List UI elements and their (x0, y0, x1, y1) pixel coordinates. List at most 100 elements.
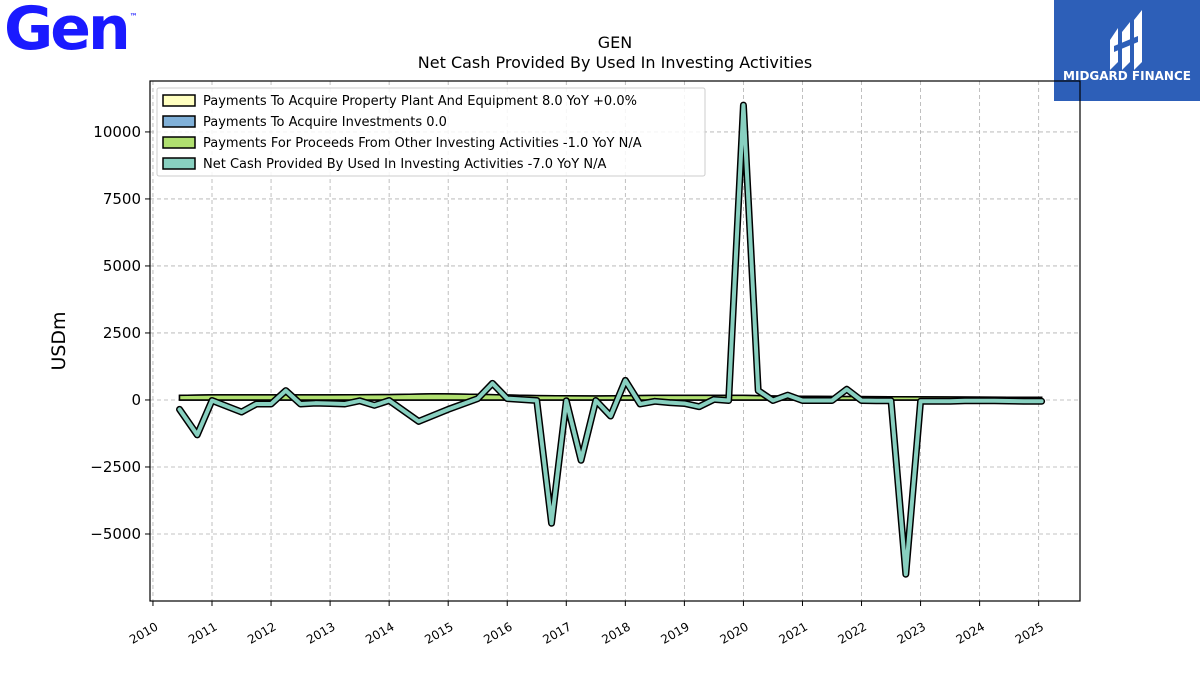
y-tick-label: 10000 (93, 123, 141, 141)
x-tick-label: 2025 (1013, 619, 1046, 646)
x-tick-label: 2023 (895, 619, 928, 646)
trademark-mark: ™ (129, 12, 138, 21)
data-point (845, 388, 848, 391)
y-axis-label: USDm (48, 311, 70, 370)
data-point (446, 408, 450, 411)
y-tick-label: −5000 (90, 525, 141, 543)
data-point (756, 389, 760, 392)
data-point (624, 379, 627, 382)
midgard-finance-logo: MIDGARD FINANCE (1054, 0, 1200, 101)
data-point (240, 410, 243, 414)
legend-label-ppe: Payments To Acquire Property Plant And E… (203, 94, 637, 109)
plot-frame (149, 80, 1081, 602)
data-point (328, 402, 332, 405)
x-tick-label: 2014 (363, 619, 396, 646)
legend-swatch-ppe (162, 94, 196, 107)
chart-subtitle: Net Cash Provided By Used In Investing A… (418, 53, 812, 72)
data-point (609, 414, 612, 418)
gen-logo: Gen ™ (4, 0, 138, 64)
data-point (196, 433, 199, 437)
x-tick-label: 2017 (540, 619, 573, 646)
data-point (594, 399, 598, 402)
data-point (210, 399, 214, 402)
series-line-net (177, 103, 1044, 577)
data-point (978, 399, 981, 402)
data-point (948, 400, 952, 403)
x-tick-label: 2016 (481, 619, 514, 646)
data-point (889, 399, 893, 402)
data-point (727, 399, 730, 402)
data-point (417, 420, 420, 423)
gen-logo-text: Gen (4, 0, 131, 64)
data-point (314, 401, 317, 405)
data-point (993, 399, 996, 402)
data-point (653, 400, 657, 403)
data-point (697, 405, 701, 408)
x-tick-label: 2013 (304, 619, 337, 646)
data-point (771, 399, 775, 402)
data-point (816, 399, 819, 402)
x-tick-label: 2018 (599, 619, 632, 646)
legend-swatch-investments (162, 115, 196, 128)
data-point (535, 399, 538, 402)
data-point (373, 404, 376, 407)
legend: Payments To Acquire Property Plant And E… (156, 87, 706, 177)
data-point (550, 522, 553, 525)
x-axis: 2010 2011 2012 2013 2014 2015 2016 2017 2018 2019… (127, 601, 1046, 647)
legend-label-other: Payments For Proceeds From Other Investi… (203, 136, 642, 151)
series-layer (176, 101, 1046, 578)
data-point (742, 103, 745, 107)
data-point (579, 459, 583, 462)
y-tick-label: 7500 (103, 190, 141, 208)
legend-box (156, 87, 706, 177)
data-point (801, 399, 804, 402)
data-point (830, 399, 834, 402)
data-point (712, 398, 716, 401)
x-tick-label: 2015 (422, 619, 455, 646)
data-point (178, 408, 181, 411)
chart-title: GEN (598, 33, 632, 52)
data-point (284, 389, 288, 392)
data-point (476, 397, 479, 400)
x-tick-label: 2024 (954, 619, 987, 646)
data-point (638, 402, 642, 406)
data-point (683, 402, 686, 405)
y-tick-label: 2500 (103, 324, 141, 342)
legend-swatch-net (162, 157, 196, 170)
data-point (343, 402, 347, 406)
y-tick-label: −2500 (90, 458, 141, 476)
y-tick-label: 0 (131, 391, 141, 409)
data-point (934, 400, 937, 403)
data-point (358, 399, 361, 402)
data-point (919, 400, 922, 403)
data-point (786, 393, 789, 397)
legend-label-net: Net Cash Provided By Used In Investing A… (203, 157, 606, 172)
y-axis: −5000 −2500 0 2500 5000 7500 10000 (90, 123, 150, 543)
data-point (491, 382, 494, 385)
data-point (255, 402, 258, 406)
x-tick-label: 2012 (245, 619, 278, 646)
data-point (1040, 400, 1043, 403)
x-tick-label: 2020 (717, 619, 750, 646)
x-tick-label: 2021 (777, 619, 810, 646)
data-point (299, 402, 302, 406)
x-tick-label: 2011 (186, 619, 219, 646)
legend-swatch-other (162, 136, 196, 149)
midgard-logo-text: MIDGARD FINANCE (1063, 69, 1191, 83)
data-point (269, 402, 273, 406)
midgard-logo-icon (1110, 10, 1142, 70)
data-point (387, 399, 391, 402)
y-tick-label: 5000 (103, 257, 141, 275)
x-tick-label: 2010 (127, 619, 160, 646)
data-point (668, 401, 671, 404)
data-point (565, 399, 568, 402)
x-tick-label: 2019 (658, 619, 691, 646)
data-point (963, 399, 967, 402)
data-point (875, 399, 878, 402)
data-point (1022, 400, 1026, 403)
x-tick-label: 2022 (836, 619, 869, 646)
data-point (904, 572, 908, 576)
data-point (860, 399, 863, 402)
data-point (1007, 399, 1011, 403)
